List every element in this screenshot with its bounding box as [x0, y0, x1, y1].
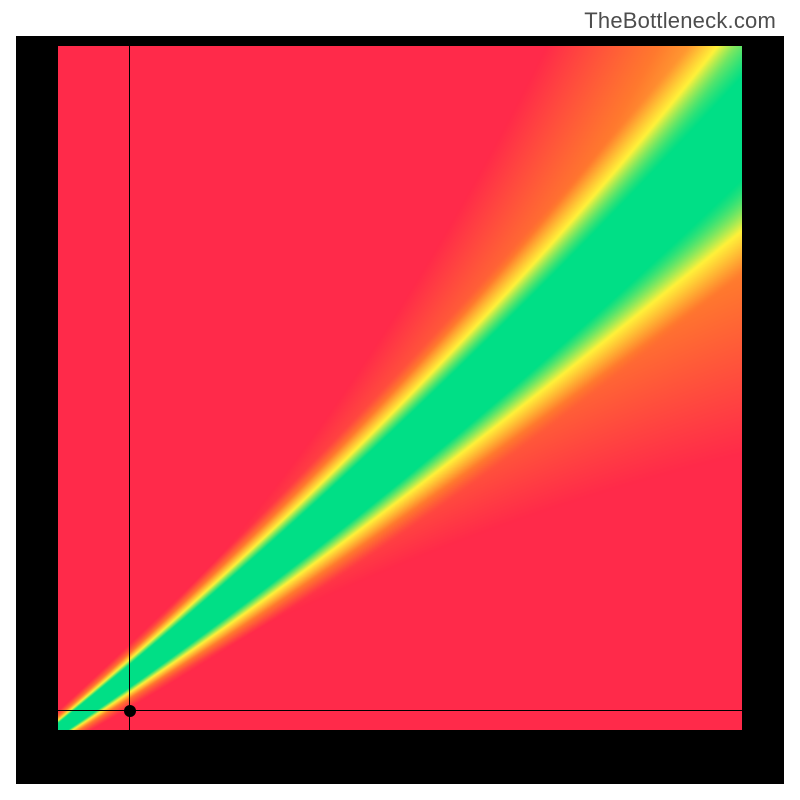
crosshair-vertical	[129, 46, 130, 730]
data-point-marker	[124, 705, 136, 717]
watermark-text: TheBottleneck.com	[584, 8, 776, 34]
heatmap-canvas	[58, 46, 742, 730]
heatmap-plot-area	[58, 46, 742, 730]
figure-container: TheBottleneck.com	[0, 0, 800, 800]
chart-outer-frame	[16, 36, 784, 784]
crosshair-horizontal	[58, 710, 742, 711]
